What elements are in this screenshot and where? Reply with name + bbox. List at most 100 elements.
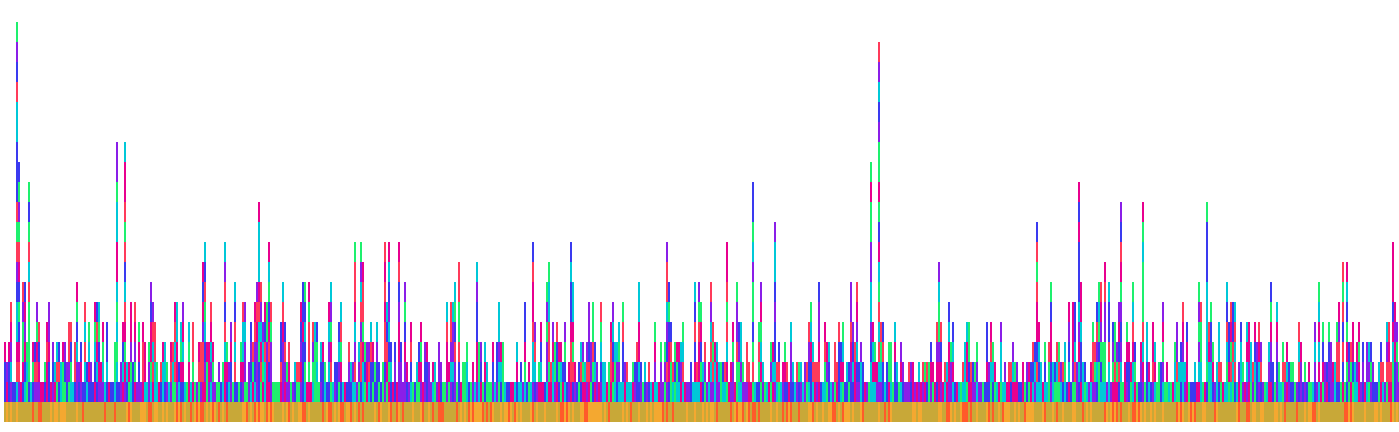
bar-segment: [1392, 382, 1394, 402]
bar-segment: [1154, 402, 1156, 422]
bar-segment: [304, 282, 306, 302]
bar-segment: [878, 122, 880, 142]
bar-segment: [804, 382, 806, 402]
bar-segment: [134, 362, 136, 382]
bar-segment: [588, 342, 590, 362]
bar-segment: [748, 382, 750, 402]
bar-segment: [64, 342, 66, 362]
bar-segment: [1156, 402, 1158, 422]
bar-segment: [1094, 382, 1096, 402]
bar-segment: [472, 402, 474, 422]
bar-segment: [938, 282, 940, 302]
bar-segment: [866, 402, 868, 422]
bar-segment: [10, 362, 12, 382]
bar-segment: [1120, 402, 1122, 422]
bar-segment: [250, 362, 252, 382]
bar-segment: [1038, 402, 1040, 422]
bar-segment: [984, 382, 986, 402]
bar-segment: [1298, 402, 1300, 422]
bar-segment: [348, 362, 350, 382]
bar-segment: [1232, 322, 1234, 342]
bar-segment: [1108, 362, 1110, 382]
bar-segment: [80, 362, 82, 382]
bar-segment: [1234, 302, 1236, 322]
bar-segment: [196, 382, 198, 402]
bar-segment: [242, 362, 244, 382]
bar-segment: [1044, 402, 1046, 422]
bar-segment: [776, 382, 778, 402]
bar-segment: [1170, 382, 1172, 402]
bar-segment: [466, 362, 468, 382]
bar-segment: [1312, 382, 1314, 402]
bar-segment: [790, 402, 792, 422]
bar-segment: [258, 302, 260, 322]
bar-segment: [940, 402, 942, 422]
bar-segment: [348, 402, 350, 422]
bar-segment: [1088, 382, 1090, 402]
bar-segment: [968, 322, 970, 342]
bar-segment: [770, 382, 772, 402]
bar-segment: [532, 322, 534, 342]
bar-segment: [708, 382, 710, 402]
bar-segment: [878, 202, 880, 222]
bar-segment: [148, 342, 150, 362]
bar-segment: [938, 362, 940, 382]
bar-segment: [270, 302, 272, 322]
bar-segment: [330, 362, 332, 382]
bar-segment: [174, 322, 176, 342]
bar-segment: [498, 322, 500, 342]
bar-segment: [712, 362, 714, 382]
bar-segment: [176, 302, 178, 322]
bar-segment: [1210, 402, 1212, 422]
bar-segment: [878, 402, 880, 422]
bar-segment: [262, 382, 264, 402]
bar-segment: [532, 302, 534, 322]
bar-segment: [1318, 362, 1320, 382]
bar-segment: [1340, 402, 1342, 422]
bar-segment: [1148, 402, 1150, 422]
bar-segment: [182, 382, 184, 402]
bar-segment: [1132, 362, 1134, 382]
bar-segment: [520, 402, 522, 422]
bar-segment: [510, 402, 512, 422]
bar-segment: [54, 382, 56, 402]
bar-segment: [1126, 342, 1128, 362]
bar-segment: [1162, 302, 1164, 322]
bar-segment: [22, 302, 24, 322]
bar-segment: [1226, 302, 1228, 322]
bar-segment: [1276, 402, 1278, 422]
bar-segment: [870, 362, 872, 382]
bar-segment: [1034, 402, 1036, 422]
bar-segment: [1070, 402, 1072, 422]
bar-segment: [1288, 402, 1290, 422]
bar-segment: [1258, 402, 1260, 422]
bar-segment: [678, 402, 680, 422]
bar-segment: [710, 322, 712, 342]
bar-segment: [1036, 262, 1038, 282]
bar-segment: [1228, 362, 1230, 382]
bar-segment: [1226, 362, 1228, 382]
bar-segment: [258, 242, 260, 262]
bar-segment: [942, 382, 944, 402]
bar-segment: [1318, 322, 1320, 342]
bar-segment: [936, 362, 938, 382]
bar-segment: [230, 402, 232, 422]
bar-segment: [1068, 342, 1070, 362]
bar-segment: [258, 402, 260, 422]
bar-segment: [920, 382, 922, 402]
bar-segment: [632, 402, 634, 422]
bar-segment: [694, 342, 696, 362]
bar-segment: [666, 402, 668, 422]
bar-segment: [866, 382, 868, 402]
bar-segment: [720, 402, 722, 422]
bar-segment: [50, 402, 52, 422]
bar-segment: [432, 402, 434, 422]
bar-segment: [706, 402, 708, 422]
bar-segment: [622, 342, 624, 362]
bar-segment: [282, 322, 284, 342]
bar-segment: [1032, 342, 1034, 362]
bar-segment: [494, 382, 496, 402]
bar-segment: [1260, 402, 1262, 422]
bar-segment: [760, 402, 762, 422]
bar-segment: [1330, 402, 1332, 422]
